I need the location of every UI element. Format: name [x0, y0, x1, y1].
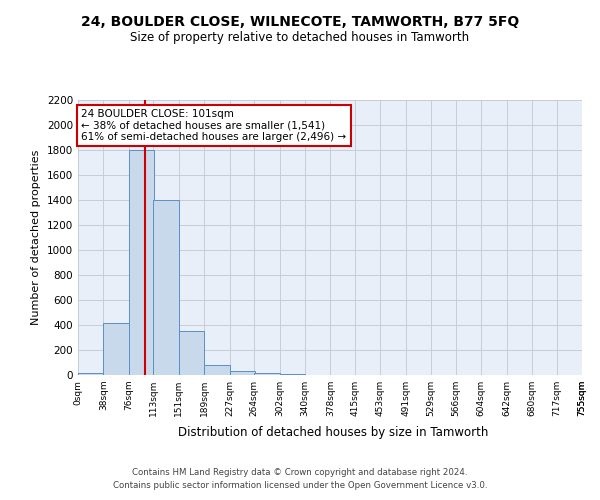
Bar [204, 365, 230, 375]
Text: Distribution of detached houses by size in Tamworth: Distribution of detached houses by size … [178, 426, 488, 439]
Bar [179, 331, 204, 375]
Text: 24, BOULDER CLOSE, WILNECOTE, TAMWORTH, B77 5FQ: 24, BOULDER CLOSE, WILNECOTE, TAMWORTH, … [81, 16, 519, 30]
Text: Contains HM Land Registry data © Crown copyright and database right 2024.: Contains HM Land Registry data © Crown c… [132, 468, 468, 477]
Y-axis label: Number of detached properties: Number of detached properties [31, 150, 41, 325]
Bar [254, 372, 280, 375]
Bar [230, 371, 255, 375]
Text: Size of property relative to detached houses in Tamworth: Size of property relative to detached ho… [130, 31, 470, 44]
Bar [154, 200, 179, 375]
Bar [78, 373, 103, 375]
Text: 24 BOULDER CLOSE: 101sqm
← 38% of detached houses are smaller (1,541)
61% of sem: 24 BOULDER CLOSE: 101sqm ← 38% of detach… [82, 109, 346, 142]
Bar [103, 322, 129, 375]
Bar [129, 150, 154, 375]
Bar [280, 374, 305, 375]
Text: Contains public sector information licensed under the Open Government Licence v3: Contains public sector information licen… [113, 482, 487, 490]
